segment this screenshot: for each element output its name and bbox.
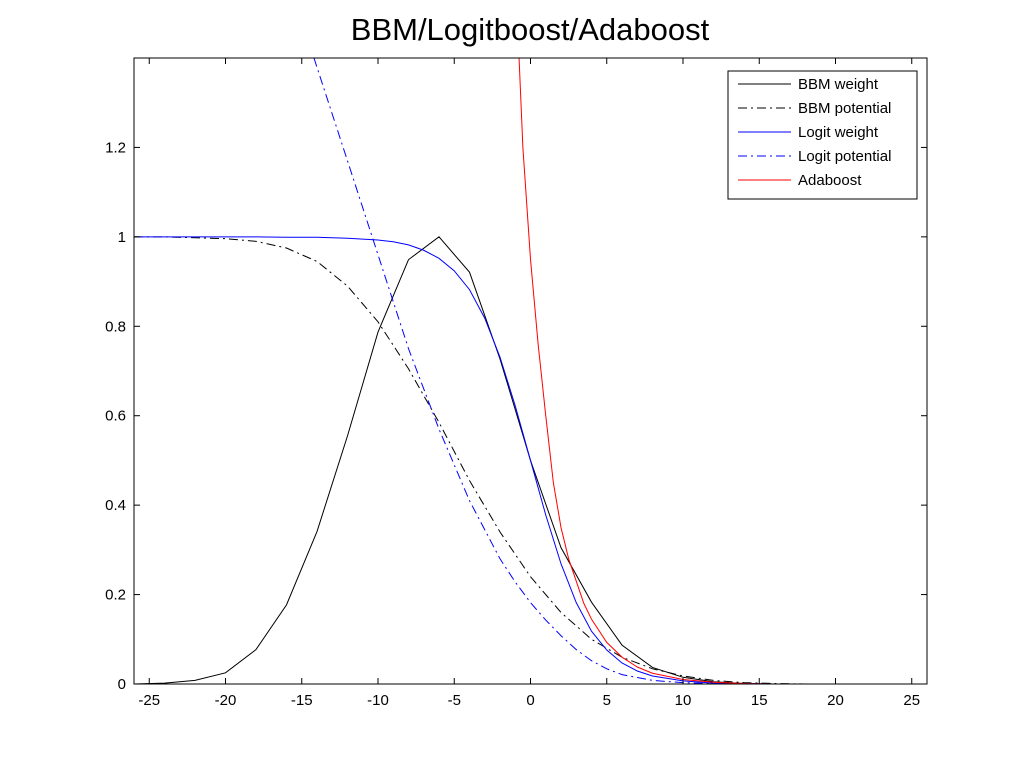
legend-label-4: Adaboost bbox=[798, 172, 862, 189]
ticks-layer: -25 -20 -15 -10 -5 0 5 10 15 20 25 0 0.2 0.4 0.6 0.8 1 1.… bbox=[105, 58, 927, 709]
legend-box bbox=[727, 70, 918, 200]
chart-title: BBM/Logitboost/Adaboost bbox=[351, 12, 710, 47]
y-tick-label: 0.6 bbox=[105, 408, 126, 425]
x-tick-label: -25 bbox=[138, 692, 160, 709]
x-tick-label: 20 bbox=[827, 692, 844, 709]
series-line-2 bbox=[134, 236, 927, 684]
y-tick-label: 0.2 bbox=[105, 587, 126, 604]
x-tick-label: 10 bbox=[675, 692, 692, 709]
x-tick-label: -5 bbox=[448, 692, 461, 709]
x-tick-label: 15 bbox=[751, 692, 768, 709]
x-tick-label: 0 bbox=[526, 692, 534, 709]
y-tick-label: 1 bbox=[118, 229, 126, 246]
y-tick-label: 0.4 bbox=[105, 497, 126, 514]
y-tick-label: 0 bbox=[118, 676, 126, 693]
x-tick-label: 25 bbox=[903, 692, 920, 709]
series-line-4 bbox=[518, 58, 927, 684]
legend: BBM weight BBM potential Logit weight Logit… bbox=[727, 70, 918, 200]
x-tick-label: -10 bbox=[367, 692, 389, 709]
x-tick-label: 5 bbox=[603, 692, 611, 709]
legend-label-1: BBM potential bbox=[798, 100, 891, 117]
legend-label-2: Logit weight bbox=[798, 124, 879, 141]
y-tick-label: 1.2 bbox=[105, 139, 126, 156]
x-tick-label: -20 bbox=[215, 692, 237, 709]
legend-label-0: BBM weight bbox=[798, 76, 879, 93]
series-line-3 bbox=[313, 58, 927, 684]
y-tick-label: 0.8 bbox=[105, 318, 126, 335]
x-tick-label: -15 bbox=[291, 692, 313, 709]
legend-label-3: Logit potential bbox=[798, 148, 891, 165]
